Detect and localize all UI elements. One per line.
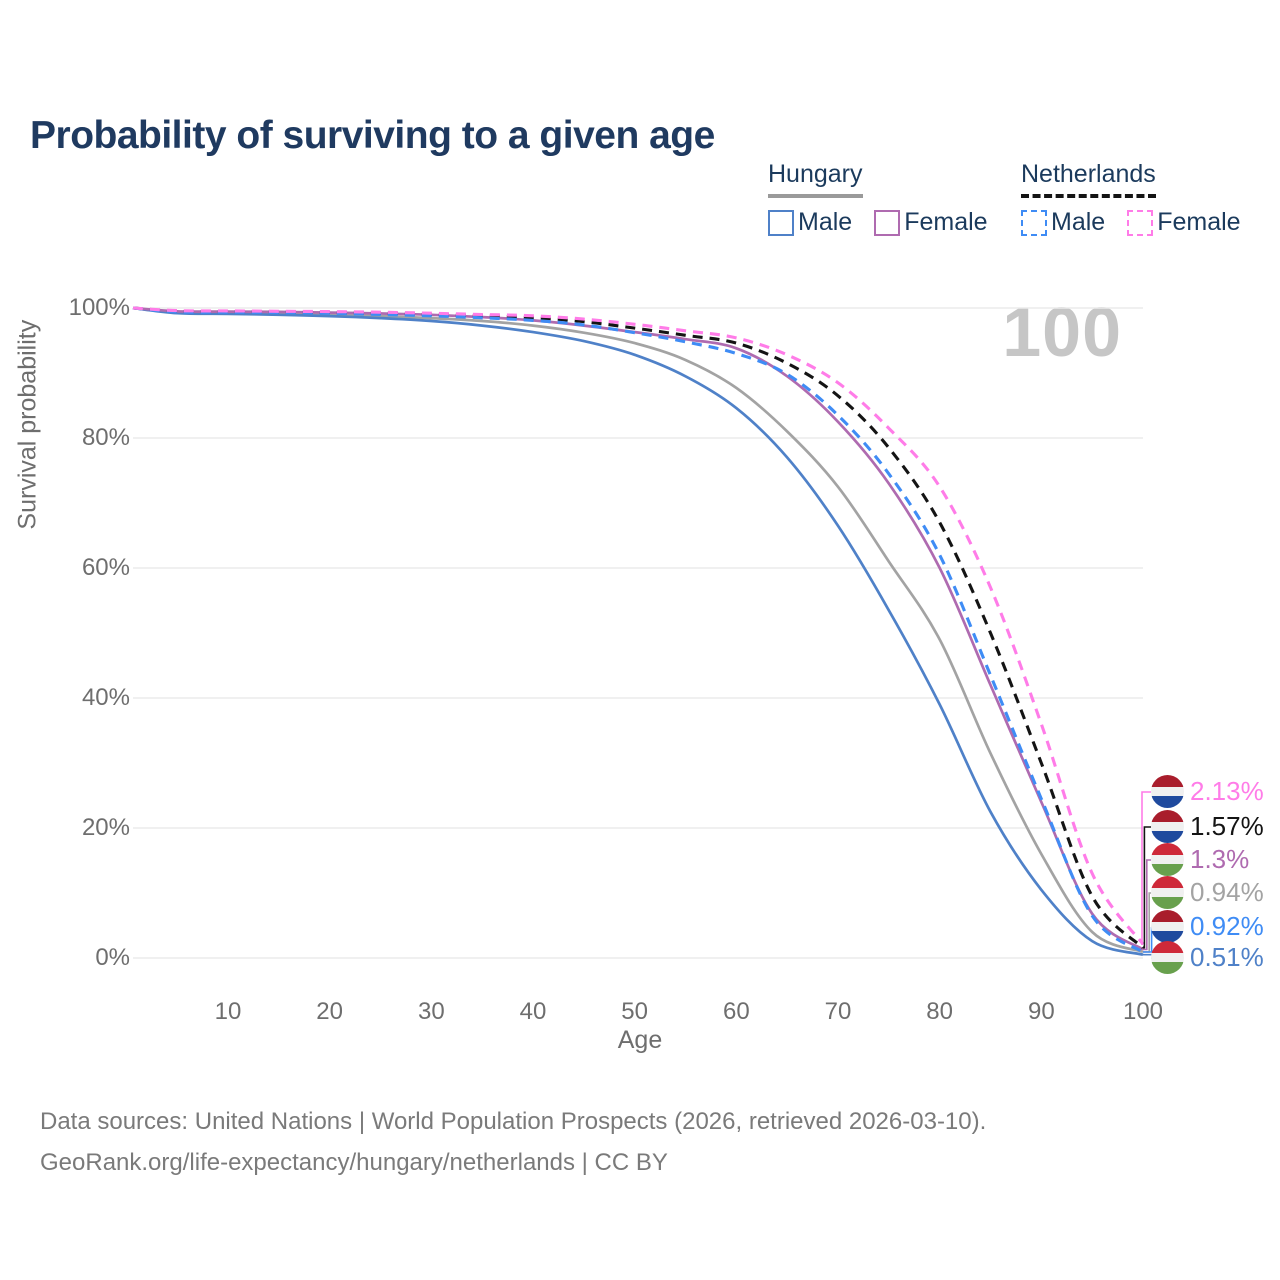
legend-country-hungary[interactable]: Hungary [768, 160, 863, 198]
end-label-connector-nl-total [1143, 826, 1151, 949]
y-tick-label-80: 80% [81, 424, 130, 451]
page-title: Probability of surviving to a given age [30, 114, 715, 158]
legend-group-hungary: Hungary Male Female [768, 160, 1010, 237]
x-tick-label-40: 40 [519, 998, 547, 1025]
legend-label-netherlands-male[interactable]: Male [1051, 208, 1106, 236]
netherlands-flag-icon [1151, 775, 1184, 808]
attribution-link: GeoRank.org/life-expectancy/hungary/neth… [40, 1149, 668, 1176]
end-value-nl-female: 2.13% [1151, 775, 1264, 808]
series-line-hu-male[interactable] [132, 306, 1144, 957]
netherlands-flag-icon [1151, 910, 1184, 943]
x-tick-label-20: 20 [316, 998, 343, 1025]
y-tick-label-20: 20% [81, 814, 130, 841]
x-tick-label-10: 10 [214, 998, 242, 1025]
legend-country-netherlands[interactable]: Netherlands [1021, 160, 1156, 198]
hover-age-watermark: 100 [1002, 293, 1122, 371]
legend-swatch-hungary-female[interactable] [874, 209, 901, 236]
x-tick-label-60: 60 [722, 998, 750, 1025]
y-tick-label-0: 0% [95, 944, 130, 971]
end-label-connector-nl-female [1141, 791, 1151, 945]
x-tick-label-70: 70 [824, 998, 852, 1025]
series-line-nl-total[interactable] [132, 306, 1145, 949]
hungary-flag-icon [1151, 843, 1184, 876]
end-value-hu-female: 1.3% [1151, 843, 1249, 876]
hungary-flag-icon [1151, 941, 1184, 974]
y-tick-label-100: 100% [68, 294, 130, 321]
hungary-flag-icon [1151, 876, 1184, 909]
legend-swatch-hungary-male[interactable] [768, 209, 794, 236]
x-tick-label-80: 80 [926, 998, 953, 1025]
x-tick-label-50: 50 [621, 998, 648, 1025]
end-value-label: 1.3% [1190, 844, 1250, 874]
series-line-nl-female[interactable] [132, 306, 1145, 946]
end-value-label: 2.13% [1190, 776, 1264, 806]
series-line-hu-female[interactable] [132, 306, 1144, 951]
x-tick-label-30: 30 [417, 998, 445, 1025]
data-sources-note: Data sources: United Nations | World Pop… [40, 1108, 987, 1135]
y-tick-label-60: 60% [81, 554, 130, 581]
y-tick-label-40: 40% [81, 684, 130, 711]
end-label-connector-hu-female [1143, 859, 1151, 951]
end-value-label: 0.51% [1190, 942, 1264, 972]
end-value-label: 0.92% [1190, 911, 1264, 941]
legend-group-netherlands: Netherlands Male Female [1021, 160, 1263, 237]
end-value-hu-total: 0.94% [1151, 876, 1264, 909]
x-axis-title: Age [617, 1026, 663, 1054]
series-line-nl-male[interactable] [132, 306, 1144, 954]
end-value-label: 1.57% [1190, 811, 1264, 841]
end-value-nl-total: 1.57% [1151, 810, 1264, 843]
legend-swatch-netherlands-female[interactable] [1127, 209, 1154, 236]
x-tick-label-100: 100 [1122, 998, 1164, 1025]
legend-label-hungary-male[interactable]: Male [798, 208, 853, 236]
netherlands-flag-icon [1151, 810, 1184, 843]
legend-label-netherlands-female[interactable]: Female [1157, 208, 1241, 236]
end-value-label: 0.94% [1190, 877, 1264, 907]
legend-label-hungary-female[interactable]: Female [904, 208, 988, 236]
end-value-hu-male: 0.51% [1151, 941, 1264, 974]
x-tick-label-90: 90 [1027, 998, 1055, 1025]
end-value-nl-male: 0.92% [1151, 910, 1264, 943]
series-line-hu-total[interactable] [132, 306, 1144, 954]
legend-swatch-netherlands-male[interactable] [1021, 209, 1047, 236]
